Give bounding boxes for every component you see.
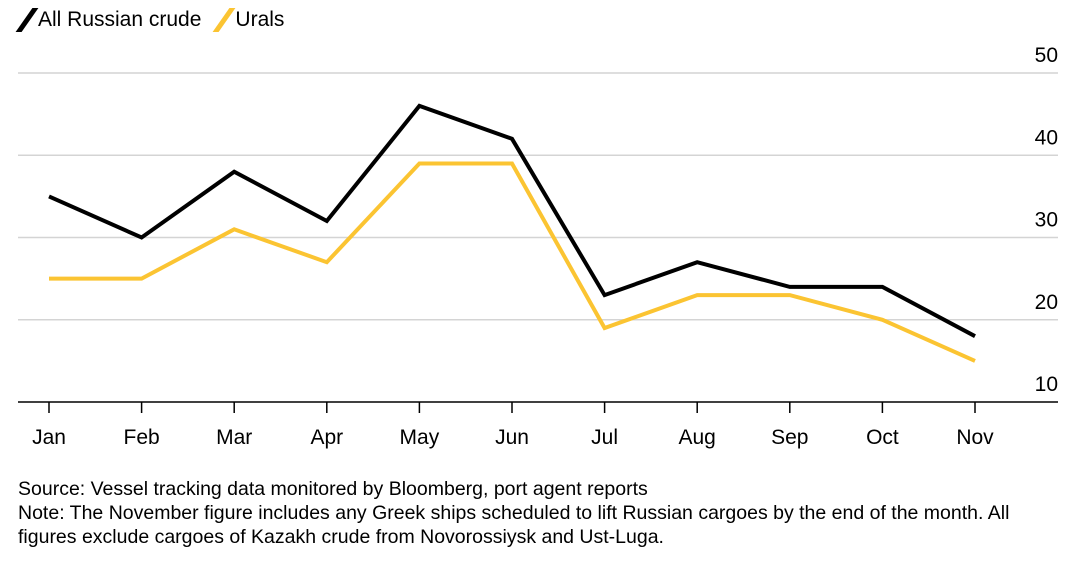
legend-item-all-russian-crude: All Russian crude <box>15 8 202 32</box>
x-tick-label: Jul <box>591 426 618 449</box>
x-tick-label: Oct <box>866 426 899 449</box>
x-tick-label: Feb <box>124 426 160 449</box>
x-tick-label: Sep <box>771 426 808 449</box>
line-chart: 10 20 30 40 50 Jan Feb Mar Apr May Jun Jul Aug Sep Oct… <box>18 44 1058 449</box>
footnote: Note: The November figure includes any G… <box>18 502 1010 548</box>
x-tick-label: Aug <box>679 426 716 449</box>
x-tick-label: May <box>400 426 440 449</box>
y-tick-label: 50 <box>1035 44 1058 67</box>
x-tick-label: Nov <box>956 426 994 449</box>
x-tick-label: Mar <box>216 426 252 449</box>
y-tick-label: 10 <box>1035 373 1058 396</box>
series-line-urals <box>49 161 976 363</box>
y-tick-label: 40 <box>1035 126 1058 149</box>
y-tick-label: 30 <box>1035 209 1058 232</box>
x-tick-label: Jun <box>495 426 529 449</box>
chart-footer: Source: Vessel tracking data monitored b… <box>18 477 1068 549</box>
x-tick-label: Jan <box>32 426 66 449</box>
legend-item-urals: Urals <box>213 8 285 32</box>
chart-legend: All Russian crude Urals <box>15 6 285 34</box>
series-line-all-russian-crude <box>48 103 976 338</box>
legend-label-urals: Urals <box>235 8 285 31</box>
y-tick-label: 20 <box>1035 291 1058 314</box>
source-note: Source: Vessel tracking data monitored b… <box>18 478 648 500</box>
legend-label-all-russian-crude: All Russian crude <box>38 8 202 31</box>
x-tick-label: Apr <box>310 426 343 449</box>
